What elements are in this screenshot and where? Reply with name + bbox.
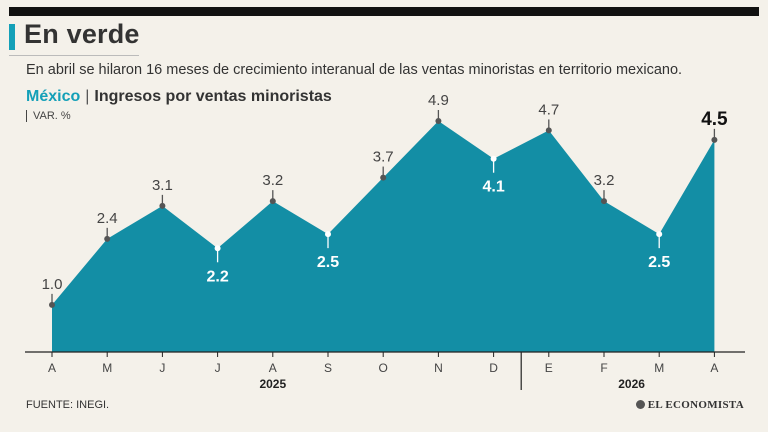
data-label: 3.2: [594, 172, 615, 189]
source-note: FUENTE: INEGI.: [26, 399, 110, 411]
chart-heading-label: Ingresos por ventas minoristas: [94, 88, 332, 105]
data-point: [325, 231, 331, 238]
data-label: 1.0: [42, 276, 63, 293]
data-label: 3.7: [373, 149, 394, 166]
chart-heading-separator: |: [85, 88, 90, 105]
x-tick-label: D: [489, 361, 498, 375]
subtitle: En abril se hilaron 16 meses de crecimie…: [26, 62, 683, 78]
page-title: En verde: [24, 19, 140, 49]
x-tick-label: A: [48, 361, 56, 375]
data-label: 2.4: [97, 210, 118, 227]
x-tick-label: J: [159, 361, 165, 375]
data-label: 2.5: [648, 254, 670, 271]
data-label: 4.5: [701, 109, 728, 130]
unit-text: VAR. %: [33, 110, 71, 122]
x-tick-label: O: [379, 361, 388, 375]
data-label: 4.1: [482, 179, 504, 196]
x-tick-label: E: [545, 361, 553, 375]
data-point: [435, 118, 442, 124]
data-point: [159, 202, 166, 209]
x-tick-label: F: [600, 361, 607, 375]
top-rule: [9, 7, 759, 16]
x-tick-label: M: [654, 361, 664, 375]
title-accent-bar: [9, 24, 15, 50]
data-label: 3.1: [152, 177, 173, 194]
x-tick-label: S: [324, 361, 332, 375]
year-label: 2026: [618, 377, 645, 391]
data-label: 2.5: [317, 254, 339, 271]
brand-name: EL ECONOMISTA: [647, 399, 744, 411]
data-point: [656, 231, 663, 238]
data-point: [711, 136, 718, 143]
area-series: [52, 121, 715, 352]
title-underline: [9, 55, 139, 56]
year-label: 2025: [259, 377, 286, 391]
unit-label: VAR. %: [26, 110, 71, 123]
x-tick-label: A: [269, 361, 277, 375]
data-point: [545, 127, 552, 134]
data-point: [490, 155, 497, 162]
data-label: 4.7: [538, 101, 559, 118]
x-tick-label: A: [710, 361, 718, 375]
data-point: [214, 245, 221, 252]
brand-dot-icon: [635, 400, 645, 409]
data-label: 2.2: [206, 268, 228, 285]
chart-heading: México | Ingresos por ventas minoristas: [26, 88, 332, 106]
brand-logo: EL ECONOMISTA: [635, 399, 744, 411]
data-point: [104, 235, 111, 242]
x-tick-label: M: [102, 361, 112, 375]
data-point: [49, 301, 55, 308]
x-tick-label: N: [434, 361, 443, 375]
data-point: [269, 198, 276, 205]
unit-marker: [26, 110, 27, 123]
data-label: 3.2: [262, 172, 283, 189]
x-tick-label: J: [215, 361, 221, 375]
data-point: [380, 174, 387, 181]
chart-heading-country: México: [26, 88, 81, 105]
data-point: [601, 198, 607, 205]
data-label: 4.9: [428, 92, 449, 109]
